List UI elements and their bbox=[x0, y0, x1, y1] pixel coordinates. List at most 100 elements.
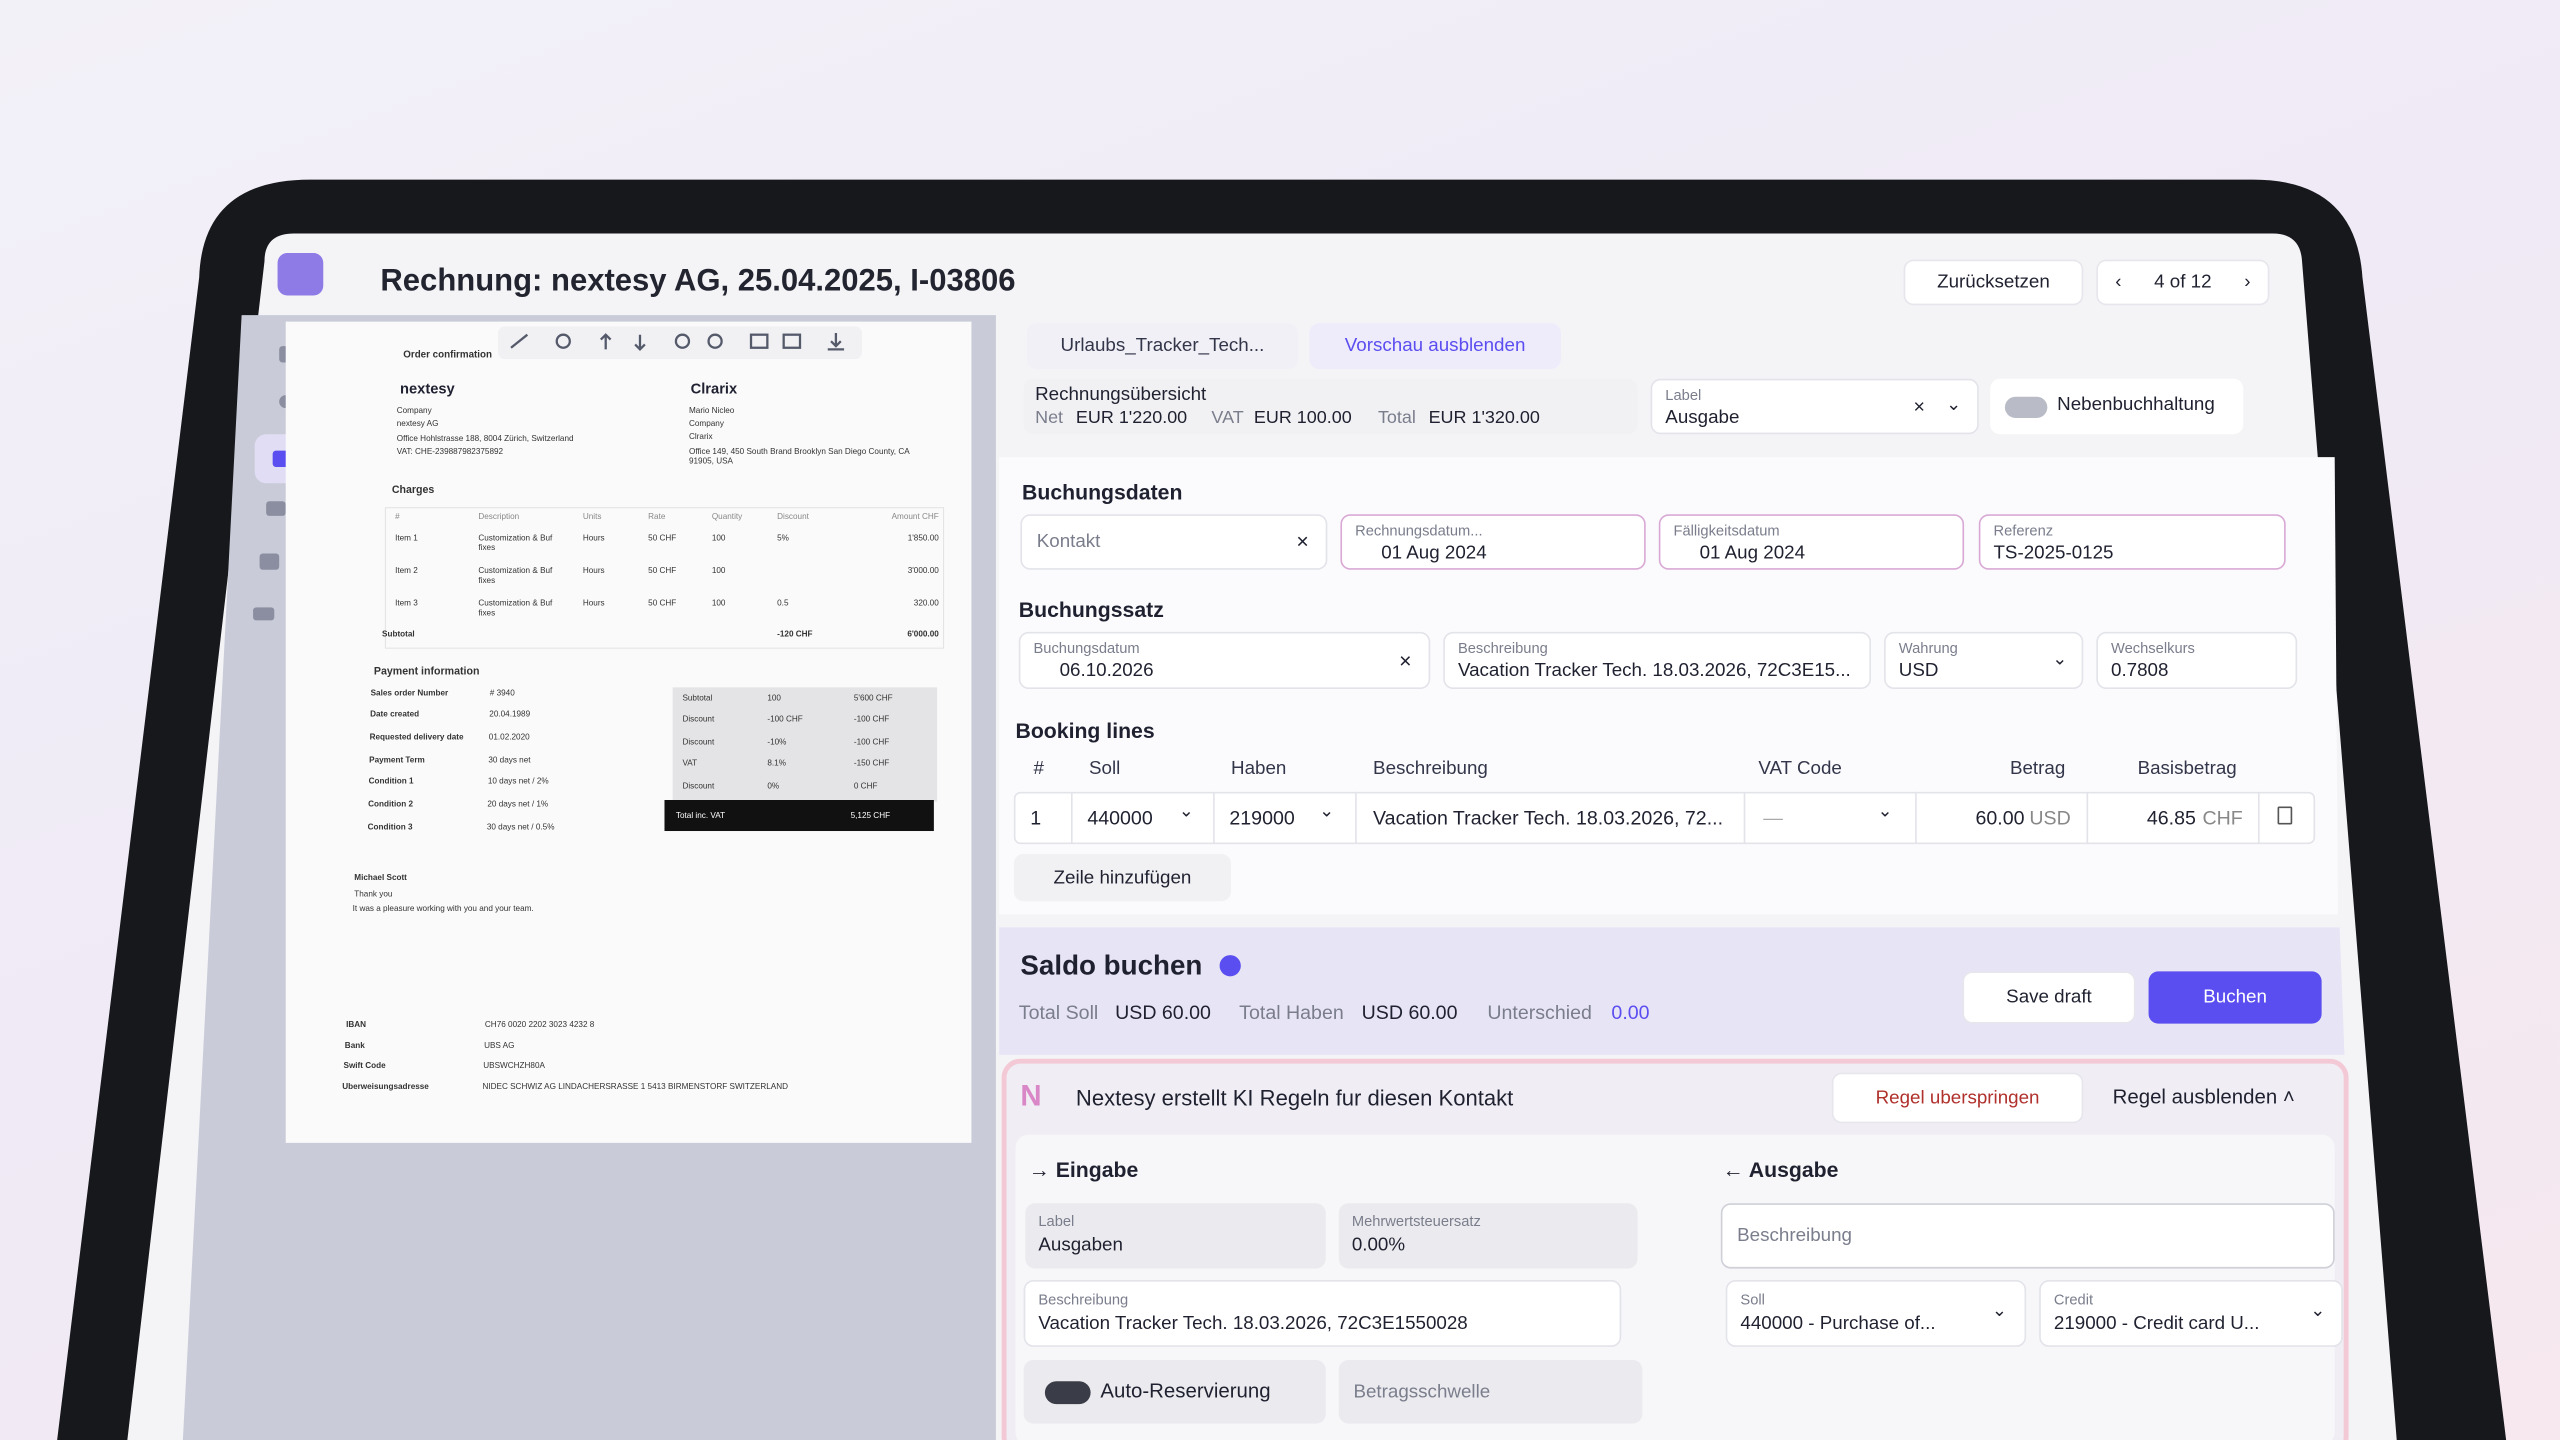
credit-label: Total Haben bbox=[1239, 1000, 1344, 1024]
overview: Rechnungsübersicht Net EUR 1'220.00 VAT … bbox=[1023, 378, 1638, 435]
attachment-chip[interactable]: Urlaubs_Tracker_Tech... bbox=[1026, 323, 1298, 369]
delete-line[interactable] bbox=[2277, 806, 2293, 825]
line-description: Vacation Tracker Tech. 18.03.2026, 72... bbox=[1373, 806, 1724, 830]
payment-label: Condition 1 bbox=[368, 777, 414, 787]
seller-address: Office Hohlstrasse 188, 8004 Zürich, Swi… bbox=[396, 434, 574, 445]
posting-date-field[interactable]: Buchungsdatum 06.10.2026 × bbox=[1018, 631, 1431, 689]
chevron[interactable]: ⌄ bbox=[1877, 801, 1893, 822]
pager-prev[interactable]: ‹ bbox=[2115, 272, 2122, 293]
nav-icon[interactable] bbox=[253, 607, 275, 621]
bank-label: IBAN bbox=[346, 1020, 367, 1031]
nav-icon[interactable] bbox=[266, 501, 286, 516]
charges-cell: Hours bbox=[582, 566, 605, 577]
diff-value: 0.00 bbox=[1611, 1000, 1650, 1024]
tool-fit[interactable] bbox=[749, 333, 769, 349]
chevron[interactable]: ⌄ bbox=[1178, 801, 1194, 822]
payment-value: 30 days net / 0.5% bbox=[486, 822, 555, 833]
rule-label-field[interactable]: Label Ausgaben bbox=[1025, 1203, 1326, 1269]
auto-reserve-toggle[interactable]: Auto-Reservierung bbox=[1023, 1359, 1326, 1424]
save-draft-button[interactable]: Save draft bbox=[1962, 971, 2136, 1024]
field-label: Mehrwertsteuersatz bbox=[1351, 1213, 1481, 1230]
summary-cell: Discount bbox=[682, 782, 715, 792]
tool-up[interactable] bbox=[600, 333, 612, 350]
payment-label: Condition 2 bbox=[368, 799, 414, 810]
hide-preview-button[interactable]: Vorschau ausblenden bbox=[1309, 323, 1561, 369]
summary-cell: -100 CHF bbox=[853, 715, 890, 725]
tool-page[interactable] bbox=[782, 333, 802, 349]
toggle-track[interactable] bbox=[1044, 1381, 1091, 1405]
output-description-field[interactable]: Beschreibung bbox=[1720, 1203, 2335, 1269]
field-label: Soll bbox=[1740, 1291, 1765, 1308]
pager-next[interactable]: › bbox=[2244, 272, 2251, 293]
chevron[interactable]: ⌄ bbox=[2052, 649, 2068, 670]
charges-cell: 100 bbox=[711, 566, 726, 577]
toggle-track[interactable] bbox=[2004, 396, 2048, 418]
chevron[interactable]: ⌄ bbox=[1991, 1301, 2007, 1321]
add-line-button[interactable]: Zeile hinzufügen bbox=[1013, 853, 1232, 902]
invoice-date-field[interactable]: Rechnungsdatum... 01 Aug 2024 bbox=[1340, 514, 1646, 570]
input-title: → Eingabe bbox=[1028, 1157, 1139, 1183]
field-label: Wechselkurs bbox=[2111, 639, 2195, 657]
bank-label: Uberweisungsadresse bbox=[342, 1082, 429, 1093]
app-logo[interactable] bbox=[277, 253, 324, 296]
tool-zoom-out[interactable] bbox=[707, 333, 723, 349]
seller-vat: VAT: CHE-239887982375892 bbox=[396, 447, 504, 458]
rate-field[interactable]: Wechselkurs 0.7808 bbox=[2096, 631, 2298, 689]
chevron[interactable]: ⌄ bbox=[2310, 1301, 2326, 1321]
doc-title: Order confirmation bbox=[403, 351, 492, 361]
tool-down[interactable] bbox=[634, 334, 646, 352]
chevron[interactable]: ⌄ bbox=[1946, 395, 1962, 415]
field-value: Vacation Tracker Tech. 18.03.2026, 72C3E… bbox=[1038, 1314, 1468, 1334]
rule-vat-field[interactable]: Mehrwertsteuersatz 0.00% bbox=[1338, 1203, 1638, 1269]
column-header: Haben bbox=[1231, 759, 1287, 779]
reference-field[interactable]: Referenz TS-2025-0125 bbox=[1978, 514, 2286, 570]
label-select[interactable]: Label Ausgabe × ⌄ bbox=[1650, 378, 1979, 435]
net-label: Net bbox=[1035, 408, 1064, 428]
clear-icon[interactable]: × bbox=[1913, 395, 1925, 418]
payment-label: Date created bbox=[370, 710, 420, 720]
field-label: Credit bbox=[2053, 1291, 2094, 1308]
post-button[interactable]: Buchen bbox=[2148, 971, 2322, 1024]
rule-description-field[interactable]: Beschreibung Vacation Tracker Tech. 18.03… bbox=[1023, 1279, 1622, 1347]
cell-divider bbox=[1743, 791, 1746, 845]
due-date-field[interactable]: Fälligkeitsdatum 01 Aug 2024 bbox=[1658, 514, 1965, 570]
description-field[interactable]: Beschreibung Vacation Tracker Tech. 18.03… bbox=[1443, 631, 1872, 689]
payment-value: 20.04.1989 bbox=[489, 710, 531, 720]
tool-zoom-in[interactable] bbox=[674, 333, 691, 349]
signature-thanks: Thank you bbox=[354, 889, 393, 900]
output-debit-select[interactable]: Soll 440000 - Purchase of... ⌄ bbox=[1725, 1279, 2027, 1347]
contact-field[interactable]: Kontakt × bbox=[1020, 514, 1328, 570]
tool-download[interactable] bbox=[827, 333, 845, 351]
field-value: 0.7808 bbox=[2111, 661, 2169, 681]
subledger-label: Nebenbuchhaltung bbox=[2057, 395, 2215, 415]
pager[interactable]: ‹ 4 of 12 › bbox=[2096, 259, 2270, 306]
tool-search[interactable] bbox=[555, 333, 571, 349]
currency-select[interactable]: Wahrung USD ⌄ bbox=[1884, 631, 2084, 689]
charges-cell: Hours bbox=[582, 533, 605, 544]
field-value: TS-2025-0125 bbox=[1993, 543, 2114, 564]
bank-value: UBSWCHZH80A bbox=[483, 1061, 545, 1072]
ai-logo: N bbox=[1020, 1079, 1042, 1112]
tool-expand[interactable] bbox=[510, 333, 529, 349]
payment-label: Condition 3 bbox=[367, 822, 413, 833]
field-label: Fälligkeitsdatum bbox=[1673, 522, 1780, 539]
nav-icon[interactable] bbox=[259, 553, 280, 570]
field-label: Label bbox=[1665, 386, 1702, 404]
reset-button[interactable]: Zurücksetzen bbox=[1903, 259, 2084, 306]
save-draft-label: Save draft bbox=[2006, 987, 2092, 1008]
summary-table bbox=[672, 687, 938, 802]
hide-rule-button[interactable]: Regel ausblenden ˄ bbox=[2112, 1085, 2295, 1109]
auto-reserve-label: Auto-Reservierung bbox=[1100, 1379, 1271, 1403]
payment-value: 01.02.2020 bbox=[488, 733, 530, 743]
clear-icon[interactable]: × bbox=[1399, 648, 1412, 673]
subledger-toggle[interactable]: Nebenbuchhaltung bbox=[1990, 378, 2244, 435]
clear-icon[interactable]: × bbox=[1296, 528, 1309, 554]
chevron[interactable]: ⌄ bbox=[1319, 801, 1335, 822]
charges-cell: Customization & Buf fixes bbox=[478, 566, 553, 587]
skip-rule-button[interactable]: Regel uberspringen bbox=[1831, 1072, 2084, 1124]
column-header: Beschreibung bbox=[1373, 759, 1488, 779]
threshold-field[interactable]: Betragsschwelle bbox=[1338, 1359, 1643, 1424]
credit-value: USD 60.00 bbox=[1361, 1000, 1458, 1024]
output-credit-select[interactable]: Credit 219000 - Credit card U... ⌄ bbox=[2039, 1279, 2343, 1347]
summary-cell: -150 CHF bbox=[853, 759, 890, 769]
